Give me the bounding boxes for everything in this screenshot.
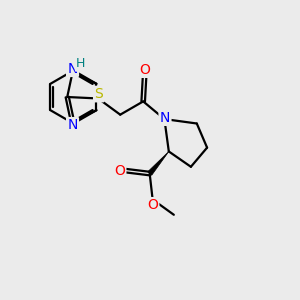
Text: N: N — [67, 62, 78, 76]
Text: N: N — [160, 111, 170, 124]
Text: S: S — [94, 87, 103, 101]
Text: O: O — [139, 63, 150, 76]
Text: N: N — [67, 118, 78, 132]
Text: H: H — [76, 58, 86, 70]
Text: O: O — [147, 198, 158, 212]
Polygon shape — [148, 152, 169, 175]
Text: O: O — [114, 164, 125, 178]
